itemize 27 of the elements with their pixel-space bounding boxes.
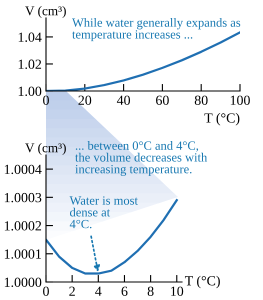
y-axis-title: V (cm³) (25, 143, 66, 155)
x-axis-title: T (°C) (204, 112, 240, 126)
y-axis-title: V (cm³) (25, 6, 66, 18)
y-tick-label: 1.0004 (4, 164, 42, 174)
x-tick-label: 2 (69, 286, 75, 296)
x-axis-title: T (°C) (184, 276, 220, 288)
y-tick-label: 1.00 (18, 86, 42, 96)
y-tick-label: 1.0001 (4, 249, 41, 259)
y-tick-label: 1.0002 (4, 221, 42, 231)
annotation: While water generally expands as temperature increases ... (72, 18, 240, 42)
x-tick-label: 10 (171, 286, 184, 296)
x-tick-label: 6 (122, 286, 128, 296)
x-tick-label: 20 (78, 96, 92, 105)
x-tick-label: 100 (230, 96, 250, 105)
x-tick-label: 80 (194, 96, 208, 105)
y-tick-label: 1.04 (18, 32, 42, 42)
y-tick-label: 1.0000 (4, 278, 42, 288)
x-tick-label: 60 (156, 96, 169, 105)
x-tick-label: 0 (43, 286, 49, 296)
y-tick-label: 1.02 (18, 60, 42, 69)
x-tick-label: 0 (43, 96, 49, 105)
y-tick-label: 1.0003 (4, 192, 42, 202)
annotation: Water is most dense at 4°C. (70, 196, 138, 228)
annotation: ... between 0°C and 4°C, the volume decreases with increasing temperature. (75, 141, 208, 176)
x-tick-label: 40 (116, 96, 130, 105)
x-tick-label: 4 (95, 286, 102, 296)
x-tick-label: 8 (148, 286, 154, 296)
